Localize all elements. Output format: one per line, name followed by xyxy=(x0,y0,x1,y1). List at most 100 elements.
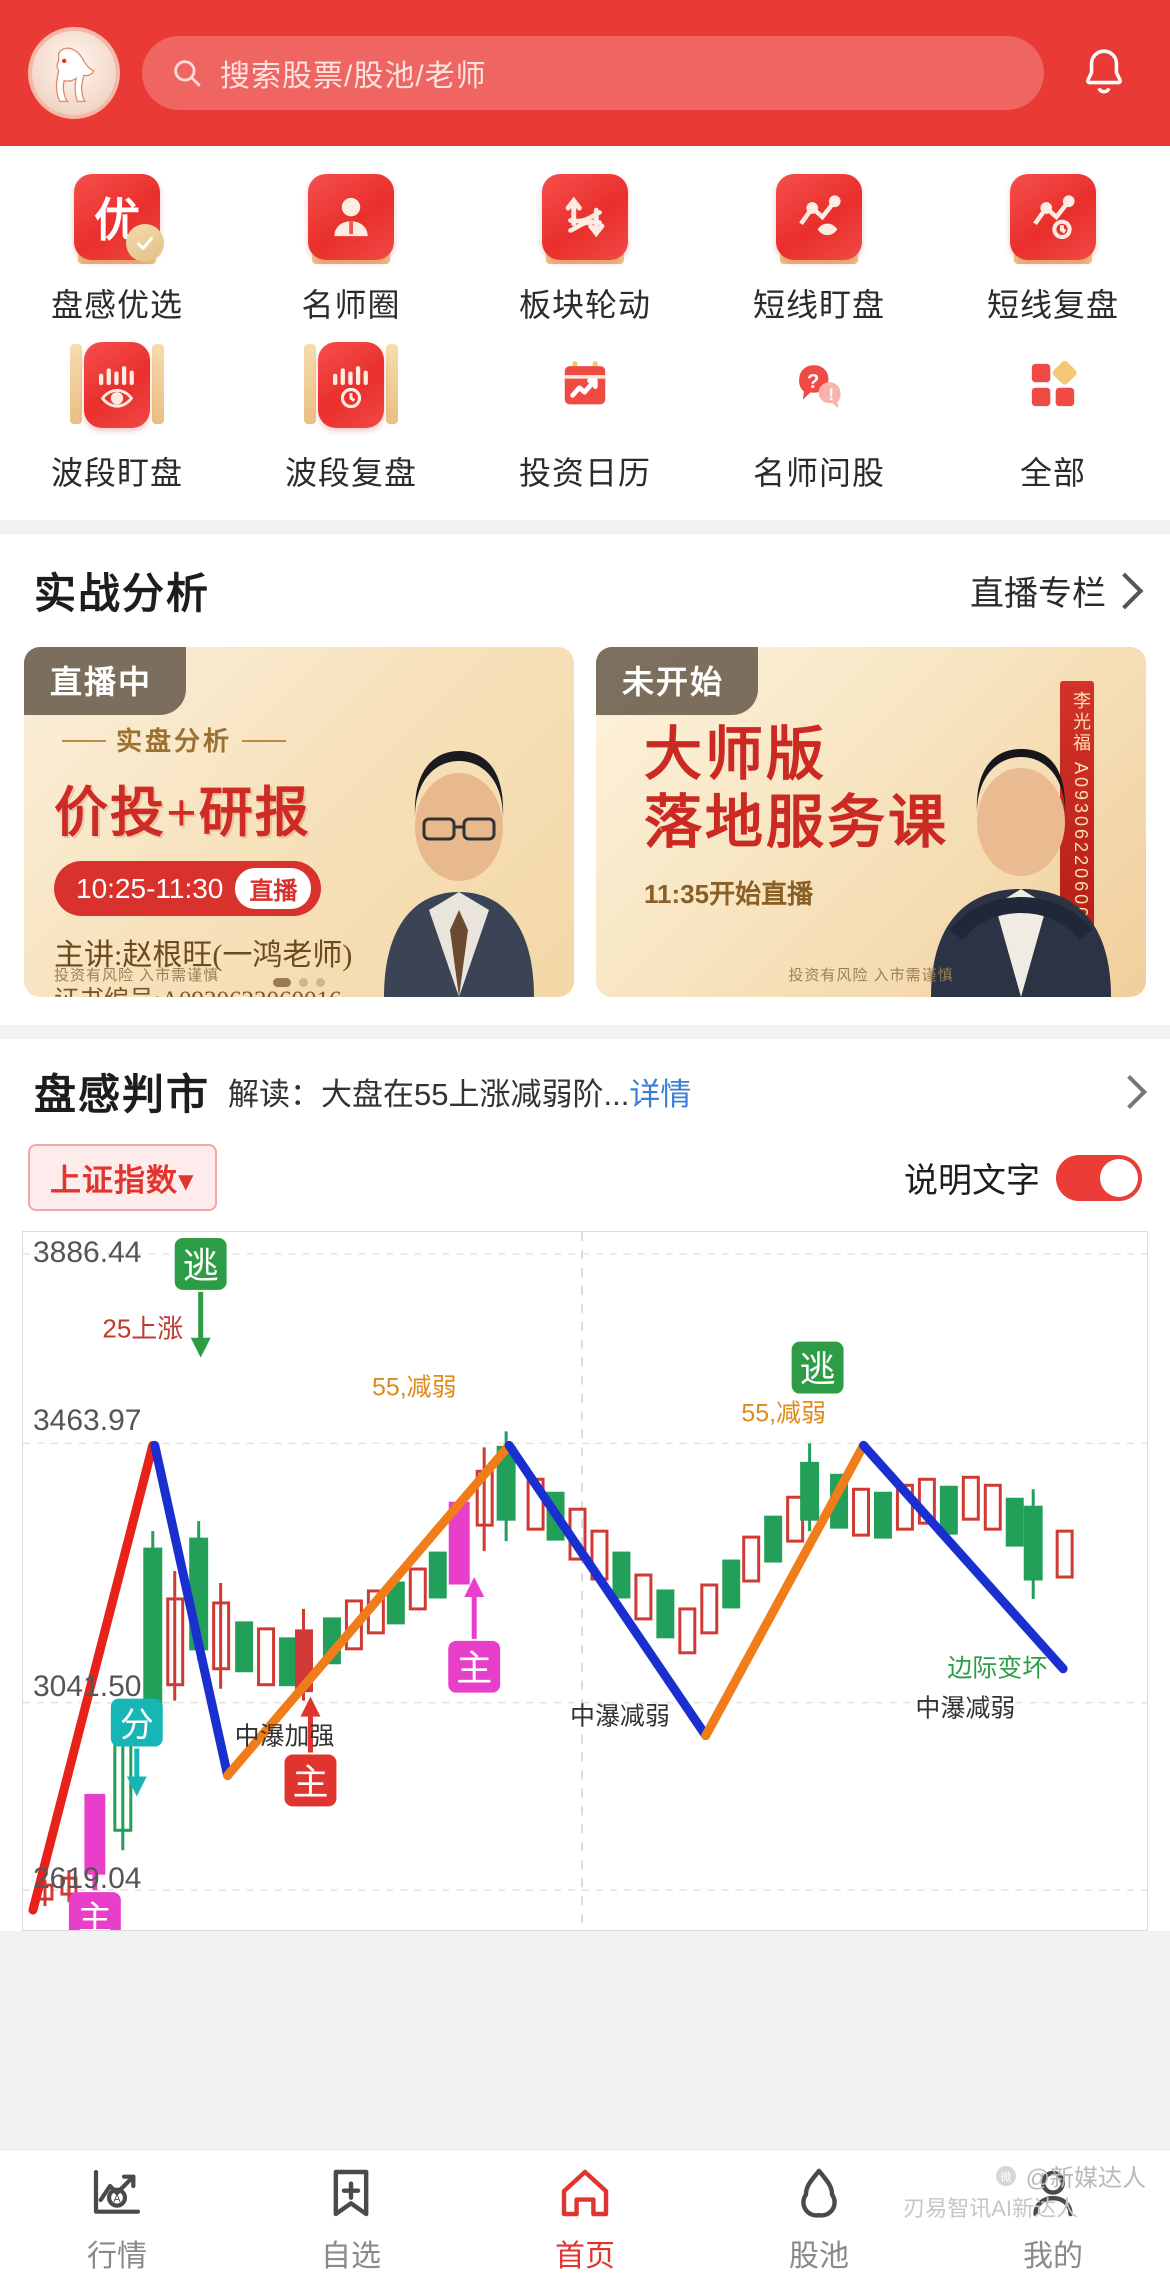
svg-text:微: 微 xyxy=(1000,2169,1011,2183)
tab-label: 股池 xyxy=(789,2239,849,2273)
svg-text:主: 主 xyxy=(78,1900,112,1930)
优选-icon: 优 xyxy=(68,168,166,266)
live-card-headline: 价投+研报 xyxy=(54,783,311,843)
toggle-knob xyxy=(1100,1158,1138,1197)
horse-logo-icon[interactable] xyxy=(28,27,120,119)
grid-item-touzirili[interactable]: 投资日历 xyxy=(468,336,702,494)
grid-item-label: 板块轮动 xyxy=(518,287,651,323)
flame-icon xyxy=(801,2168,837,2218)
grid-item-boduanfupan[interactable]: 波段复盘 xyxy=(234,336,468,494)
grid-item-label: 波段复盘 xyxy=(284,455,417,491)
grid-item-boduandingpan[interactable]: 波段盯盘 xyxy=(0,336,234,494)
ask-teacher-icon: ? ! xyxy=(770,336,868,434)
chart-svg: 逃 25上涨 55,减弱 55,减弱 逃 xyxy=(23,1232,1147,1930)
svg-text:25上涨: 25上涨 xyxy=(102,1315,183,1344)
grid-item-label: 短线复盘 xyxy=(986,287,1119,323)
y-axis-tick-3: 2619.04 xyxy=(33,1862,142,1895)
live-disclaimer: 投资有风险 入市需谨慎 xyxy=(788,967,954,984)
svg-text:55,减弱: 55,减弱 xyxy=(372,1374,457,1402)
svg-text:分: 分 xyxy=(120,1707,154,1745)
grid-item-mingshiwengu[interactable]: ? ! 名师问股 xyxy=(702,336,936,494)
weibo-icon: 微 xyxy=(995,2165,1016,2186)
buy-marker-mid: 主 xyxy=(448,1577,501,1693)
search-icon xyxy=(170,56,204,90)
detail-link[interactable]: 详情 xyxy=(629,1077,692,1112)
live-disclaimer: 投资有风险 入市需谨慎 xyxy=(54,967,220,984)
live-card-ongoing[interactable]: 直播中 实盘分析 价投+研报 10:25-11:30 直播 主讲:赵根旺(一鸿老… xyxy=(24,647,574,997)
tab-shouye[interactable]: 首页 xyxy=(468,2165,702,2275)
chevron-down-icon: ▾ xyxy=(178,1163,195,1198)
svg-text:逃: 逃 xyxy=(183,1245,219,1286)
index-selector-label: 上证指数 xyxy=(50,1163,178,1198)
page-title: 盘感判市 xyxy=(34,1071,211,1118)
tab-wode[interactable]: 我的 xyxy=(936,2165,1170,2275)
desc-text: 大盘在55上涨减弱阶... xyxy=(321,1077,630,1112)
svg-text:?: ? xyxy=(807,371,819,393)
market-sense-desc: 解读：大盘在55上涨减弱阶...详情 xyxy=(228,1069,1100,1114)
section-divider-2 xyxy=(0,1025,1170,1039)
tab-label: 首页 xyxy=(555,2239,615,2273)
watermark-secondary: 刃易智讯AI新达人 xyxy=(903,2196,1078,2221)
live-section-header: 实战分析 直播专栏 xyxy=(0,560,1170,621)
market-sense-chart[interactable]: 逃 25上涨 55,减弱 55,减弱 逃 xyxy=(22,1231,1148,1931)
live-card-subtime: 11:35开始直播 xyxy=(644,878,814,909)
speaker-cert-strip: 李光福 A0930622060001 xyxy=(1060,681,1094,957)
bell-icon[interactable] xyxy=(1066,46,1142,100)
grid-item-duanxianfupan[interactable]: 短线复盘 xyxy=(936,168,1170,326)
grid-item-duanxiandingpan[interactable]: 短线盯盘 xyxy=(702,168,936,326)
live-time-pill: 10:25-11:30 直播 xyxy=(54,861,322,916)
svg-text:A: A xyxy=(113,2193,121,2205)
grid-item-label: 短线盯盘 xyxy=(752,287,885,323)
live-time: 10:25-11:30 xyxy=(76,872,224,904)
quick-entry-grid: 优 盘感优选 名师圈 xyxy=(0,146,1170,520)
grid-item-label: 波段盯盘 xyxy=(50,455,183,491)
live-cards: 直播中 实盘分析 价投+研报 10:25-11:30 直播 主讲:赵根旺(一鸿老… xyxy=(0,621,1170,997)
buy-marker-bottom: 主 xyxy=(68,1840,121,1930)
bookmark-plus-icon xyxy=(333,2169,369,2216)
svg-text:逃: 逃 xyxy=(800,1349,836,1390)
tab-label: 行情 xyxy=(87,2239,147,2273)
market-sense-header[interactable]: 盘感判市 解读：大盘在55上涨减弱阶...详情 xyxy=(0,1061,1170,1122)
live-column-link[interactable]: 直播专栏 xyxy=(970,566,1144,615)
chart-controls: 上证指数▾ 说明文字 xyxy=(0,1122,1170,1211)
bottom-tabbar: A 行情 自选 首页 股池 我的 xyxy=(0,2149,1170,2289)
carousel-dots[interactable] xyxy=(273,978,325,987)
live-column-label: 直播专栏 xyxy=(970,575,1106,613)
live-card-upcoming[interactable]: 未开始 大师版 落地服务课 11:35开始直播 李光福 A09306220600… xyxy=(596,647,1146,997)
svg-text:55,减弱: 55,减弱 xyxy=(741,1399,826,1427)
grid-item-panganyouxuan[interactable]: 优 盘感优选 xyxy=(0,168,234,326)
grid-item-quanbu[interactable]: 全部 xyxy=(936,336,1170,494)
sector-rotation-icon xyxy=(536,168,634,266)
grid-item-mingshiquan[interactable]: 名师圈 xyxy=(234,168,468,326)
status-badge: 未开始 xyxy=(596,647,759,715)
live-speaker: 主讲:赵根旺(一鸿老师) xyxy=(54,939,353,972)
grid-item-bankuailundong[interactable]: 板块轮动 xyxy=(468,168,702,326)
svg-text:边际变坏: 边际变坏 xyxy=(947,1655,1047,1683)
live-card-body: 大师版 落地服务课 11:35开始直播 xyxy=(596,647,1146,997)
grid-item-label: 全部 xyxy=(1019,455,1086,491)
all-apps-icon xyxy=(1004,336,1102,434)
sell-marker-1: 逃 xyxy=(174,1237,227,1358)
status-badge: 直播中 xyxy=(24,647,187,715)
tab-guchi[interactable]: 股池 xyxy=(702,2165,936,2275)
grid-item-label: 名师问股 xyxy=(752,455,885,491)
live-card-headline-1: 大师版 xyxy=(644,722,828,787)
short-term-watch-icon xyxy=(770,168,868,266)
tab-hangqing[interactable]: A 行情 xyxy=(0,2165,234,2275)
svg-text:主: 主 xyxy=(293,1761,329,1802)
watermark-text: @新媒达人 xyxy=(1025,2165,1146,2192)
chevron-right-icon[interactable] xyxy=(1113,1074,1147,1109)
search-input[interactable]: 搜索股票/股池/老师 xyxy=(142,36,1044,110)
svg-text:!: ! xyxy=(828,385,834,404)
tab-label: 自选 xyxy=(321,2239,381,2273)
search-placeholder: 搜索股票/股池/老师 xyxy=(220,60,487,93)
app-header: 搜索股票/股池/老师 xyxy=(0,0,1170,146)
person-icon xyxy=(1033,2170,1073,2216)
live-card-headline-2: 落地服务课 xyxy=(644,790,950,856)
index-selector[interactable]: 上证指数▾ xyxy=(28,1144,217,1211)
y-axis-tick-2: 3041.50 xyxy=(33,1670,142,1703)
tab-zixuan[interactable]: 自选 xyxy=(234,2165,468,2275)
explain-toggle[interactable] xyxy=(1056,1154,1142,1201)
sell-marker-2: 逃 xyxy=(791,1341,844,1394)
